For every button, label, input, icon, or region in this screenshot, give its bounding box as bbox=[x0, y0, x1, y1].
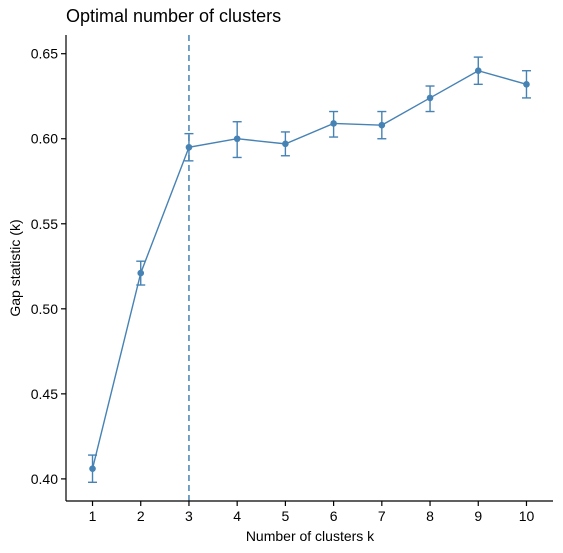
x-tick-label: 2 bbox=[137, 508, 145, 524]
x-tick-label: 6 bbox=[330, 508, 338, 524]
y-tick-label: 0.50 bbox=[31, 301, 58, 317]
data-point bbox=[474, 67, 482, 75]
x-tick-label: 3 bbox=[185, 508, 193, 524]
y-tick-label: 0.45 bbox=[31, 386, 58, 402]
data-point bbox=[330, 120, 337, 127]
data-point bbox=[426, 94, 434, 102]
x-tick-label: 4 bbox=[233, 508, 241, 524]
data-point bbox=[378, 121, 386, 129]
data-point bbox=[233, 135, 241, 143]
chart-title: Optimal number of clusters bbox=[66, 6, 281, 26]
data-point bbox=[89, 465, 96, 472]
data-point bbox=[282, 140, 289, 148]
y-axis-title: Gap statistic (k) bbox=[7, 219, 23, 316]
data-point bbox=[185, 143, 193, 151]
x-tick-label: 9 bbox=[474, 508, 482, 524]
x-tick-label: 5 bbox=[281, 508, 289, 524]
y-ticks: 0.40 0.45 0.50 0.55 0.60 0.65 bbox=[31, 46, 66, 487]
x-tick-label: 7 bbox=[378, 508, 386, 524]
y-tick-label: 0.60 bbox=[31, 131, 58, 147]
gap-statistic-line bbox=[91, 69, 527, 469]
y-tick-label: 0.40 bbox=[31, 471, 58, 487]
plot-layer bbox=[88, 35, 531, 501]
y-tick-label: 0.65 bbox=[31, 46, 58, 62]
x-tick-label: 8 bbox=[426, 508, 434, 524]
x-ticks: 1 2 3 4 5 6 7 8 9 10 bbox=[89, 501, 535, 524]
y-tick-label: 0.55 bbox=[31, 216, 58, 232]
data-point bbox=[523, 81, 530, 88]
x-tick-label: 10 bbox=[519, 508, 535, 524]
data-point bbox=[137, 269, 145, 277]
x-axis-title: Number of clusters k bbox=[246, 528, 375, 544]
x-tick-label: 1 bbox=[89, 508, 97, 524]
